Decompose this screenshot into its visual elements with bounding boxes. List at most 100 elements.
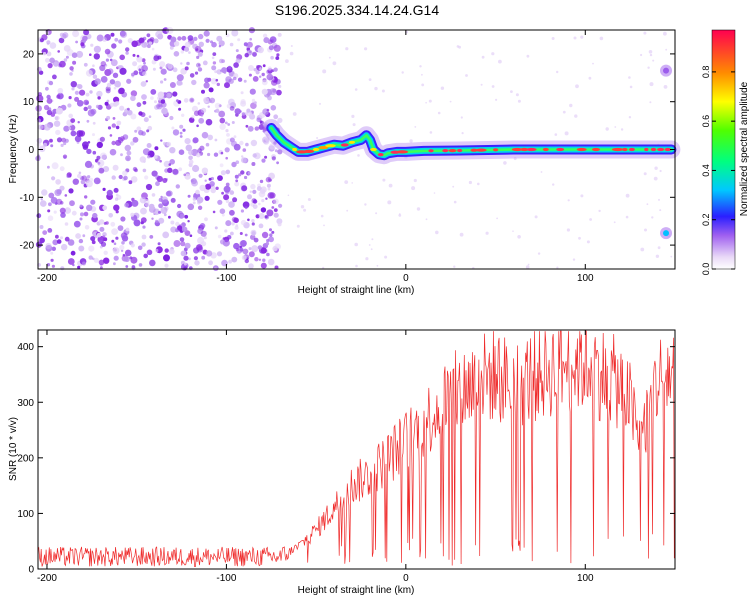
noise-blob [232,197,238,203]
noise-blob [115,236,119,240]
noise-blob [109,148,117,156]
noise-blob [453,265,456,268]
noise-blob [63,156,67,159]
noise-blob [131,265,136,271]
noise-blob [79,217,83,221]
noise-blob [428,99,432,103]
track-hotspot [377,153,384,157]
noise-blob [320,214,324,218]
noise-blob [96,232,102,238]
noise-blob [189,97,195,103]
noise-blob [170,226,177,233]
noise-blob [572,258,576,261]
noise-blob [248,263,254,269]
noise-blob [254,126,259,131]
noise-blob [69,200,75,207]
noise-blob [271,230,275,234]
noise-blob [100,266,103,270]
noise-blob [40,200,47,207]
noise-blob [73,220,81,228]
track-hotspot [511,147,523,152]
noise-blob [249,88,256,95]
noise-blob [252,52,257,57]
noise-blob [179,124,184,129]
noise-blob [196,124,199,128]
noise-blob [198,33,204,40]
noise-blob [169,46,174,50]
noise-blob [258,67,262,71]
noise-blob [170,220,175,225]
noise-blob [130,141,135,146]
noise-blob [268,45,274,51]
noise-blob [229,209,235,216]
noise-blob [255,70,260,75]
colorbar-tick-label: 0.0 [701,263,711,276]
noise-blob [147,44,151,49]
noise-blob [243,79,247,83]
noise-blob [93,257,99,263]
noise-blob [120,31,128,38]
noise-blob [151,47,155,51]
noise-blob [59,166,65,172]
noise-blob [97,161,101,165]
noise-blob [365,257,369,261]
noise-blob [39,38,45,43]
colorbar: 0.0 0.2 0.4 0.6 0.8 Normalized spectral ampl… [701,29,750,276]
noise-blob [477,182,480,186]
noise-blob [138,68,142,71]
spectrogram-isolated-points [660,64,673,240]
noise-blob [381,89,385,93]
noise-blob [142,148,150,156]
noise-blob [191,179,199,187]
noise-blob [80,42,85,47]
noise-blob [239,245,242,249]
noise-blob [124,202,129,208]
noise-blob [92,64,95,67]
noise-blob [146,143,152,148]
noise-blob [221,59,226,63]
noise-blob [416,207,421,211]
noise-blob [92,74,98,79]
noise-blob [512,230,514,232]
noise-blob [52,74,57,80]
noise-blob [655,254,660,258]
track-hotspot [628,147,635,152]
spectrogram-track [262,119,681,165]
noise-blob [168,215,171,219]
noise-blob [121,241,125,245]
noise-blob [552,183,555,186]
noise-blob [229,190,235,195]
noise-blob [166,141,172,147]
noise-blob [184,138,191,145]
noise-blob [92,133,95,137]
noise-blob [625,193,630,198]
noise-blob [449,100,452,103]
noise-blob [196,153,201,158]
noise-blob [147,155,151,159]
noise-blob [157,91,165,99]
noise-blob [263,37,270,44]
noise-blob [94,78,101,85]
noise-blob [71,210,77,216]
x-tick-label: -100 [216,573,236,584]
noise-blob [273,67,278,72]
noise-blob [164,263,169,268]
noise-blob [468,180,472,185]
spectrogram-xlabel: Height of straight line (km) [298,285,415,296]
noise-blob [45,242,52,250]
noise-blob [204,179,207,182]
noise-blob [234,225,239,230]
noise-blob [290,45,293,47]
noise-blob [233,242,240,250]
noise-blob [459,232,464,237]
noise-blob [332,61,337,66]
noise-blob [172,67,178,73]
noise-blob [351,114,355,118]
noise-blob [184,173,191,180]
noise-blob [59,207,66,214]
noise-blob [224,121,228,125]
noise-blob [87,105,92,110]
noise-blob [244,233,248,237]
noise-blob [252,204,258,210]
noise-blob [118,39,123,44]
